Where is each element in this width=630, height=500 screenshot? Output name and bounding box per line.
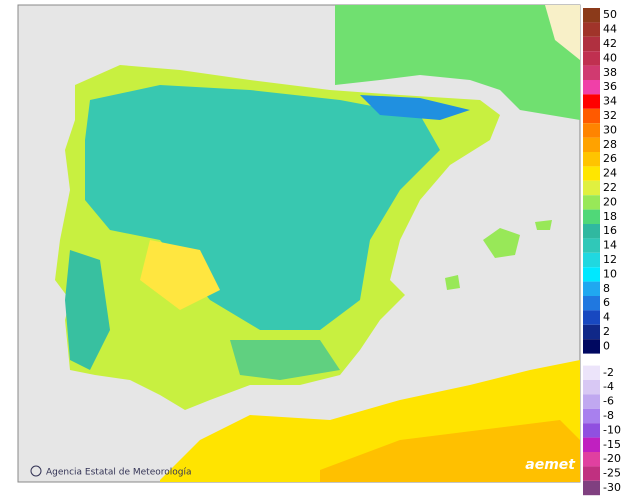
legend-label: 12 bbox=[603, 253, 617, 266]
legend-swatch bbox=[583, 123, 600, 138]
legend-label: 36 bbox=[603, 80, 617, 93]
legend-swatch bbox=[583, 281, 600, 296]
land-alps bbox=[545, 5, 580, 60]
legend-label: -8 bbox=[603, 409, 614, 422]
credit-text: Agencia Estatal de Meteorología bbox=[46, 468, 192, 478]
legend-swatch bbox=[583, 267, 600, 282]
legend-label: 42 bbox=[603, 37, 617, 50]
legend-swatch bbox=[583, 180, 600, 196]
legend-swatch bbox=[583, 108, 600, 124]
zone-extremadura bbox=[140, 240, 220, 310]
legend-label: 16 bbox=[603, 224, 617, 237]
logo: aemet bbox=[525, 457, 576, 473]
legend-swatch bbox=[583, 480, 600, 496]
island-menorca bbox=[535, 220, 552, 230]
zone-plateau bbox=[85, 85, 440, 330]
legend-label: -6 bbox=[603, 395, 614, 408]
legend-swatch bbox=[583, 466, 600, 481]
legend-swatch bbox=[583, 324, 600, 340]
zone-pyrenees bbox=[360, 95, 470, 120]
legend-label: -4 bbox=[603, 380, 614, 393]
island-mallorca bbox=[483, 228, 520, 258]
legend-swatch bbox=[583, 452, 600, 467]
legend-label: 0 bbox=[603, 339, 610, 352]
legend-swatch bbox=[583, 152, 600, 167]
legend-label: 20 bbox=[603, 195, 617, 208]
legend-label: 8 bbox=[603, 282, 610, 295]
legend-label: 4 bbox=[603, 311, 610, 324]
legend-label: -25 bbox=[603, 467, 621, 480]
credit-icon bbox=[30, 465, 42, 477]
legend-label: 50 bbox=[603, 8, 617, 21]
legend-swatch bbox=[583, 339, 600, 354]
legend-swatch bbox=[583, 80, 600, 95]
land-africa-warm bbox=[320, 420, 580, 482]
legend-label: 26 bbox=[603, 152, 617, 165]
legend-label: 14 bbox=[603, 239, 617, 252]
legend-label: -30 bbox=[603, 481, 621, 494]
land-france bbox=[335, 5, 580, 120]
legend-swatch bbox=[583, 365, 600, 380]
legend-swatch bbox=[583, 408, 600, 424]
legend-label: 22 bbox=[603, 181, 617, 194]
legend-swatch bbox=[583, 137, 600, 152]
zone-sierra bbox=[230, 340, 340, 380]
legend-swatch bbox=[583, 166, 600, 181]
legend-swatch bbox=[583, 51, 600, 66]
legend-label: 6 bbox=[603, 296, 610, 309]
legend-swatch bbox=[583, 209, 600, 224]
legend-label: -10 bbox=[603, 423, 621, 436]
legend-label: -2 bbox=[603, 366, 614, 379]
legend-label: 24 bbox=[603, 167, 617, 180]
legend-swatch bbox=[583, 380, 600, 395]
legend-label: 2 bbox=[603, 325, 610, 338]
legend-swatch bbox=[583, 310, 600, 325]
legend-swatch bbox=[583, 224, 600, 239]
legend-label: -20 bbox=[603, 452, 621, 465]
zone-portugal bbox=[65, 250, 110, 370]
legend-swatch bbox=[583, 252, 600, 268]
legend-swatch bbox=[583, 394, 600, 409]
legend-label: 28 bbox=[603, 138, 617, 151]
legend-swatch bbox=[583, 22, 600, 37]
legend-label: 34 bbox=[603, 95, 617, 108]
legend-swatch bbox=[583, 94, 600, 109]
legend-label: 44 bbox=[603, 23, 617, 36]
legend-swatch bbox=[583, 238, 600, 253]
legend-label: 18 bbox=[603, 210, 617, 223]
legend-label: 30 bbox=[603, 123, 617, 136]
legend-label: -15 bbox=[603, 438, 621, 451]
legend-label: 38 bbox=[603, 66, 617, 79]
legend-swatch bbox=[583, 65, 600, 80]
legend-label: 32 bbox=[603, 109, 617, 122]
legend-label: 40 bbox=[603, 51, 617, 64]
legend-swatch bbox=[583, 423, 600, 438]
legend-swatch bbox=[583, 8, 600, 23]
color-legend: 5044424038363432302826242220181614121086… bbox=[583, 8, 621, 496]
island-ibiza bbox=[445, 275, 460, 290]
legend-swatch bbox=[583, 437, 600, 452]
legend-swatch bbox=[583, 36, 600, 52]
legend-swatch bbox=[583, 195, 600, 210]
legend-label: 10 bbox=[603, 267, 617, 280]
legend-swatch bbox=[583, 296, 600, 311]
